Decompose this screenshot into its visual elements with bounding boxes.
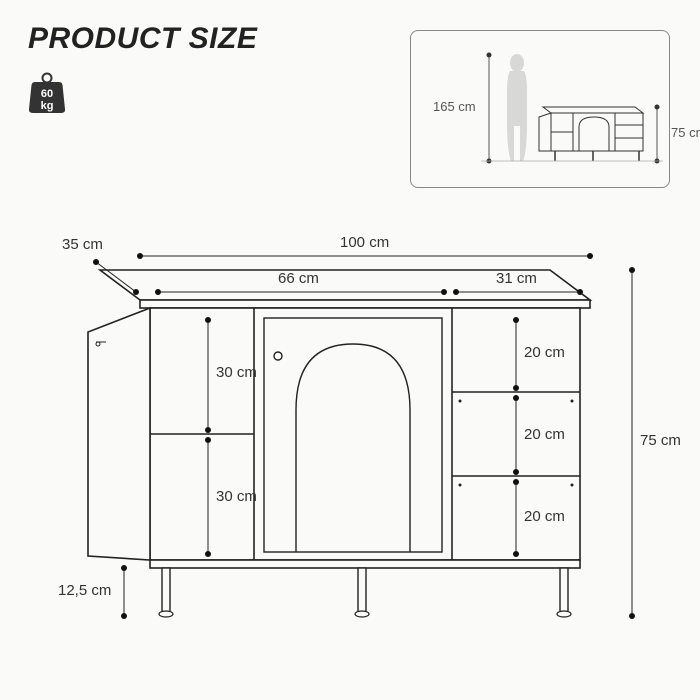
inset-person-height: 165 cm (433, 99, 476, 114)
weight-unit: kg (41, 100, 54, 112)
dim-right-3: 20 cm (524, 508, 565, 525)
dim-right-2: 20 cm (524, 426, 565, 443)
dim-right-1: 20 cm (524, 344, 565, 361)
dim-left-lower: 30 cm (216, 488, 257, 505)
dim-width-mid: 66 cm (278, 270, 319, 287)
dim-depth: 35 cm (62, 236, 103, 253)
page-title: PRODUCT SIZE (28, 22, 257, 56)
main-diagram: 35 cm 100 cm 66 cm 31 cm 30 cm 30 cm 20 … (40, 240, 660, 660)
dim-total-height: 75 cm (640, 432, 681, 449)
weight-badge: 60 kg (28, 72, 66, 114)
inset-comparison: 165 cm 75 cm (410, 30, 670, 188)
dim-right-section: 31 cm (496, 270, 537, 287)
inset-cabinet-height: 75 cm (671, 125, 700, 140)
dim-leg-height: 12,5 cm (58, 582, 111, 599)
dim-left-upper: 30 cm (216, 364, 257, 381)
dim-width-top: 100 cm (340, 234, 389, 251)
weight-value: 60 (41, 88, 53, 100)
